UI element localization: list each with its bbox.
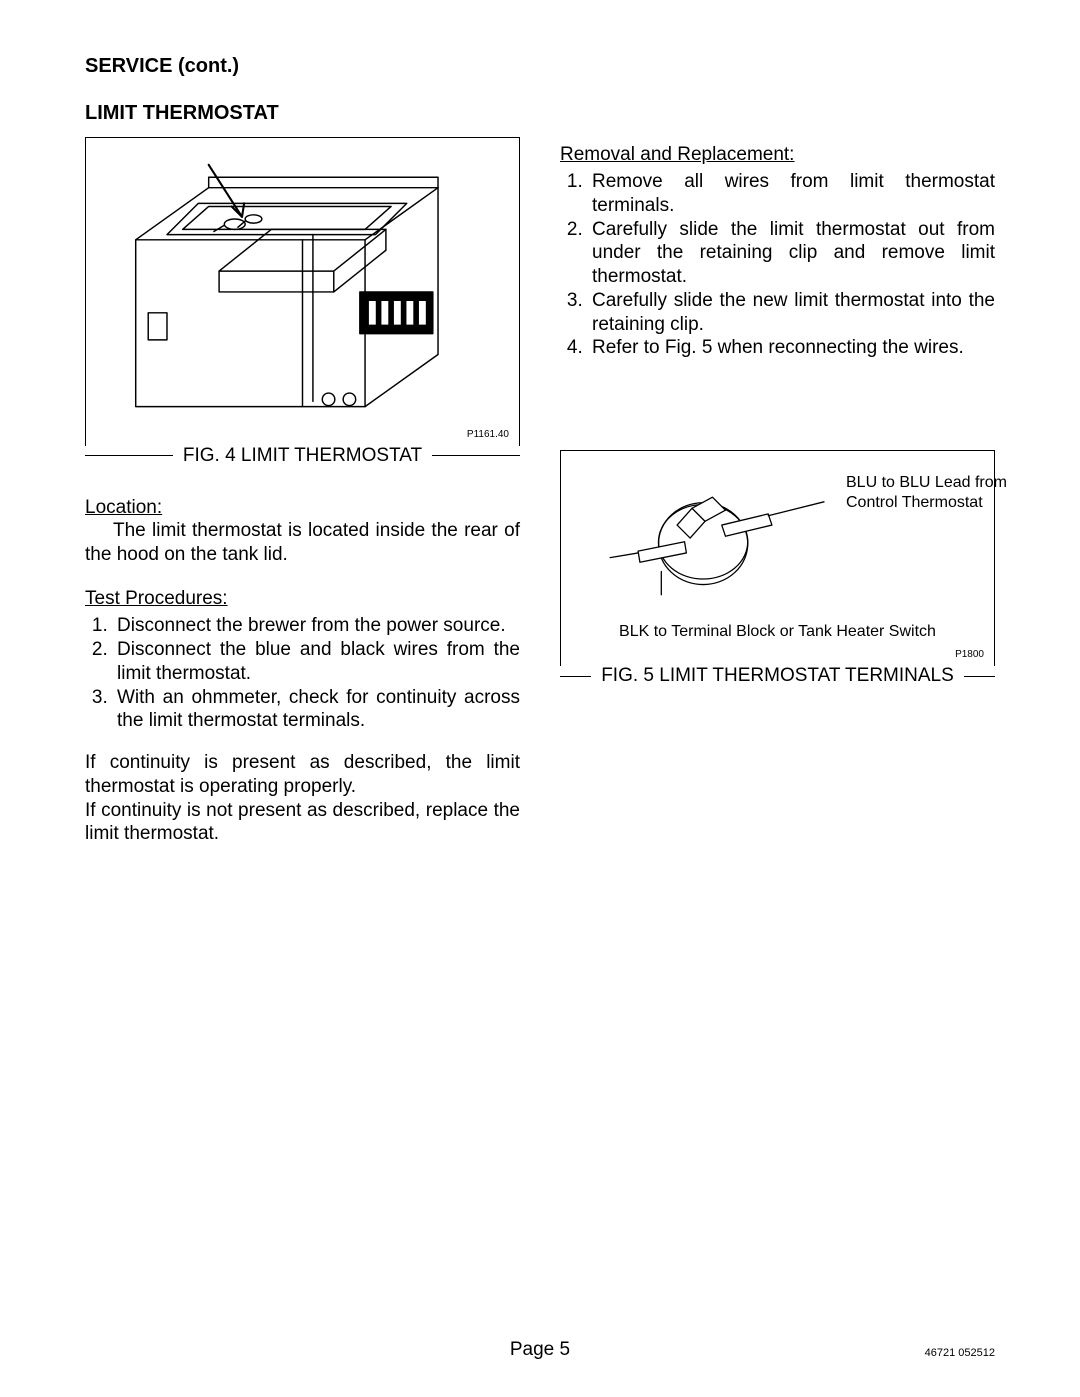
location-heading: Location: [85, 497, 520, 519]
fig5-code: P1800 [955, 649, 984, 660]
fig4-caption-line-left [85, 455, 173, 456]
figure-5: BLU to BLU Lead from Control Thermostat … [560, 450, 995, 687]
left-column: LIMIT THERMOSTAT [85, 102, 520, 846]
test-step: Disconnect the brewer from the power sou… [113, 614, 520, 638]
continuity-bad-text: If continuity is not present as describe… [85, 799, 520, 847]
two-column-layout: LIMIT THERMOSTAT [85, 102, 995, 846]
fig4-caption: FIG. 4 LIMIT THERMOSTAT [173, 445, 432, 467]
figure-4-box: P1161.40 [85, 137, 520, 446]
test-step: With an ohmmeter, check for continuity a… [113, 686, 520, 734]
fig5-caption-row: FIG. 5 LIMIT THERMOSTAT TERMINALS [560, 665, 995, 687]
fig4-caption-row: FIG. 4 LIMIT THERMOSTAT [85, 445, 520, 467]
fig4-drawing [94, 146, 511, 438]
test-step: Disconnect the blue and black wires from… [113, 638, 520, 686]
test-procedures-list: Disconnect the brewer from the power sou… [85, 614, 520, 733]
fig5-caption-line-right [964, 676, 995, 677]
continuity-ok-text: If continuity is present as described, t… [85, 751, 520, 799]
fig5-caption: FIG. 5 LIMIT THERMOSTAT TERMINALS [591, 665, 964, 687]
figure-5-box: BLU to BLU Lead from Control Thermostat … [560, 450, 995, 666]
fig4-code: P1161.40 [467, 429, 509, 440]
removal-step: Carefully slide the limit thermostat out… [588, 218, 995, 289]
removal-heading: Removal and Replacement: [560, 144, 995, 166]
fig5-blk-label: BLK to Terminal Block or Tank Heater Swi… [573, 622, 982, 642]
right-column: Removal and Replacement: Remove all wire… [560, 102, 995, 846]
fig5-caption-line-left [560, 676, 591, 677]
doc-code: 46721 052512 [925, 1347, 995, 1359]
location-text: The limit thermostat is located inside t… [85, 519, 520, 567]
fig4-caption-line-right [432, 455, 520, 456]
test-procedures-heading: Test Procedures: [85, 588, 520, 610]
removal-step: Remove all wires from limit thermostat t… [588, 170, 995, 218]
removal-step: Carefully slide the new limit thermostat… [588, 289, 995, 337]
page: SERVICE (cont.) LIMIT THERMOSTAT [0, 0, 1080, 1397]
removal-steps-list: Remove all wires from limit thermostat t… [560, 170, 995, 360]
fig5-blu-label: BLU to BLU Lead from Control Thermostat [846, 473, 1016, 513]
service-heading: SERVICE (cont.) [85, 55, 995, 78]
figure-4: P1161.40 FIG. 4 LIMIT THERMOSTAT [85, 137, 520, 467]
page-number: Page 5 [0, 1339, 1080, 1361]
removal-step: Refer to Fig. 5 when reconnecting the wi… [588, 336, 995, 360]
section-title: LIMIT THERMOSTAT [85, 102, 520, 125]
